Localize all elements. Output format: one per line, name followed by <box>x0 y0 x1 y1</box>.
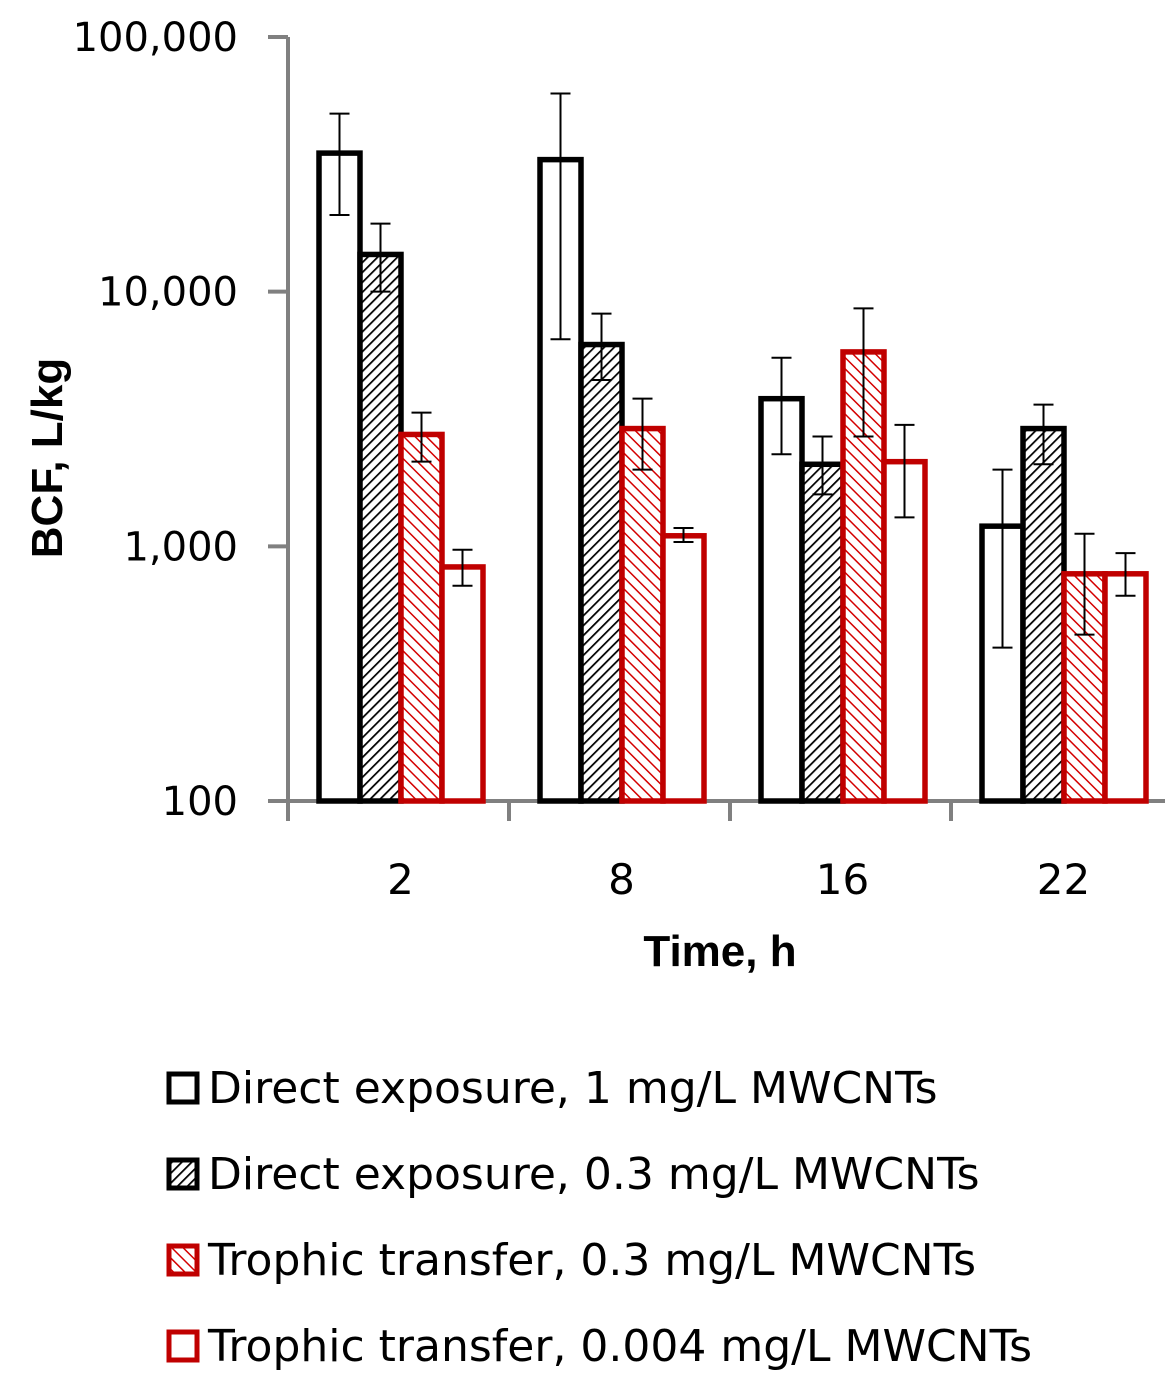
legend-label: Trophic transfer, 0.004 mg/L MWCNTs <box>208 1320 1033 1372</box>
bar <box>357 251 404 804</box>
bar <box>1020 425 1067 804</box>
y-tick-label: 1,000 <box>123 524 238 570</box>
legend-label: Trophic transfer, 0.3 mg/L MWCNTs <box>208 1234 977 1286</box>
bar <box>398 431 445 804</box>
bar <box>439 564 486 804</box>
y-tick-label: 100 <box>162 779 238 825</box>
legend: Direct exposure, 1 mg/L MWCNTs Direct ex… <box>166 1045 1032 1389</box>
bar <box>1102 571 1149 804</box>
legend-label: Direct exposure, 0.3 mg/L MWCNTs <box>208 1148 980 1200</box>
bar <box>619 425 666 804</box>
x-tick-label: 22 <box>1037 855 1090 904</box>
bcf-bar-chart: 100 1,000 10,000 100,000 2 8 16 22 BCF, L/kg Ti… <box>23 15 1165 976</box>
y-axis-title: BCF, L/kg <box>23 358 72 558</box>
axis-labels: 100 1,000 10,000 100,000 2 8 16 22 <box>73 15 1091 904</box>
y-tick-label: 100,000 <box>73 15 238 61</box>
legend-swatch-trophic-0004 <box>166 1329 200 1363</box>
x-tick-label: 2 <box>387 855 414 904</box>
bar <box>578 341 625 804</box>
bar <box>316 150 363 804</box>
legend-label: Direct exposure, 1 mg/L MWCNTs <box>208 1062 938 1114</box>
bar <box>799 461 846 804</box>
legend-item-direct-1: Direct exposure, 1 mg/L MWCNTs <box>166 1045 1032 1131</box>
legend-swatch-direct-03 <box>166 1157 200 1191</box>
bar <box>660 533 707 804</box>
legend-item-direct-03: Direct exposure, 0.3 mg/L MWCNTs <box>166 1131 1032 1217</box>
error-bars <box>329 92 1136 649</box>
legend-item-trophic-0004: Trophic transfer, 0.004 mg/L MWCNTs <box>166 1303 1032 1389</box>
legend-item-trophic-03: Trophic transfer, 0.3 mg/L MWCNTs <box>166 1217 1032 1303</box>
x-tick-label: 8 <box>608 855 635 904</box>
x-axis-title: Time, h <box>643 927 796 976</box>
bar <box>758 395 805 804</box>
bars <box>316 150 1149 804</box>
x-tick-label: 16 <box>816 855 869 904</box>
bar <box>840 349 887 804</box>
legend-swatch-direct-1 <box>166 1071 200 1105</box>
legend-swatch-trophic-03 <box>166 1243 200 1277</box>
y-tick-label: 10,000 <box>98 270 238 316</box>
